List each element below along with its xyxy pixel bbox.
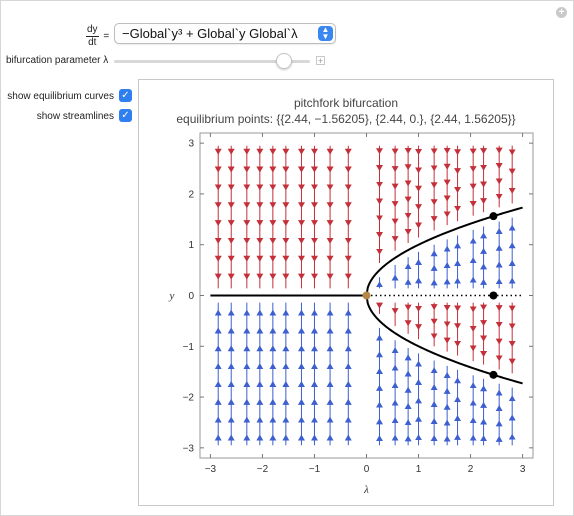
y-tick-label: −2 (183, 393, 195, 404)
x-tick-label: −2 (257, 464, 269, 475)
parameter-slider[interactable] (114, 60, 310, 63)
equals-sign: = (103, 31, 110, 42)
x-tick-label: −3 (205, 464, 217, 475)
reset-plus-icon[interactable]: + (556, 7, 567, 18)
bifurcation-point (362, 291, 371, 300)
streamlines (214, 145, 516, 446)
y-tick-label: −1 (183, 342, 195, 353)
fraction-numerator: dy (86, 24, 99, 37)
chevron-updown-icon[interactable]: ▲ ▼ (318, 26, 333, 41)
y-tick-label: 1 (188, 240, 194, 251)
toggle-label-streamlines: show streamlines (36, 111, 114, 122)
equilibrium-points (362, 212, 498, 379)
dy-dt-fraction: dy dt (86, 24, 99, 49)
toggle-label-equilibrium-curves: show equilibrium curves (7, 91, 114, 102)
y-tick-label: 0 (188, 291, 194, 302)
y-tick-label: 2 (188, 189, 194, 200)
y-tick-label: −3 (183, 443, 195, 454)
ode-dropdown-value: −Global`y³ + Global`y Global`λ (122, 26, 298, 41)
x-tick-label: −1 (309, 464, 321, 475)
chart-title: pitchfork bifurcation (293, 96, 399, 110)
fraction-denominator: dt (88, 37, 97, 48)
ode-label: dy dt = (86, 24, 109, 49)
parameter-label: bifurcation parameter λ (6, 55, 109, 66)
ode-dropdown[interactable]: −Global`y³ + Global`y Global`λ ▲ ▼ (114, 23, 336, 44)
x-tick-label: 3 (520, 464, 526, 475)
x-axis-title: λ (363, 484, 369, 496)
equilibrium-point (489, 291, 498, 300)
parameter-slider-thumb[interactable] (276, 53, 292, 69)
toggle-equilibrium-curves-checkbox[interactable]: ✓ (119, 89, 132, 102)
x-tick-label: 1 (416, 464, 422, 475)
chart-subtitle: equilibrium points: {{2.44, −1.56205}, {… (176, 112, 516, 126)
slider-expand-plus-icon[interactable]: + (316, 56, 325, 66)
x-tick-label: 2 (468, 464, 474, 475)
axes-ticks: −3 −2 −1 0 1 2 3 −3 −2 −1 0 1 2 3 (183, 133, 533, 475)
equilibrium-point (489, 370, 498, 379)
equilibrium-point (489, 212, 498, 221)
x-tick-label: 0 (364, 464, 370, 475)
y-tick-label: 3 (188, 139, 194, 150)
toggle-streamlines-checkbox[interactable]: ✓ (119, 109, 132, 122)
y-axis-title: y (169, 290, 175, 302)
